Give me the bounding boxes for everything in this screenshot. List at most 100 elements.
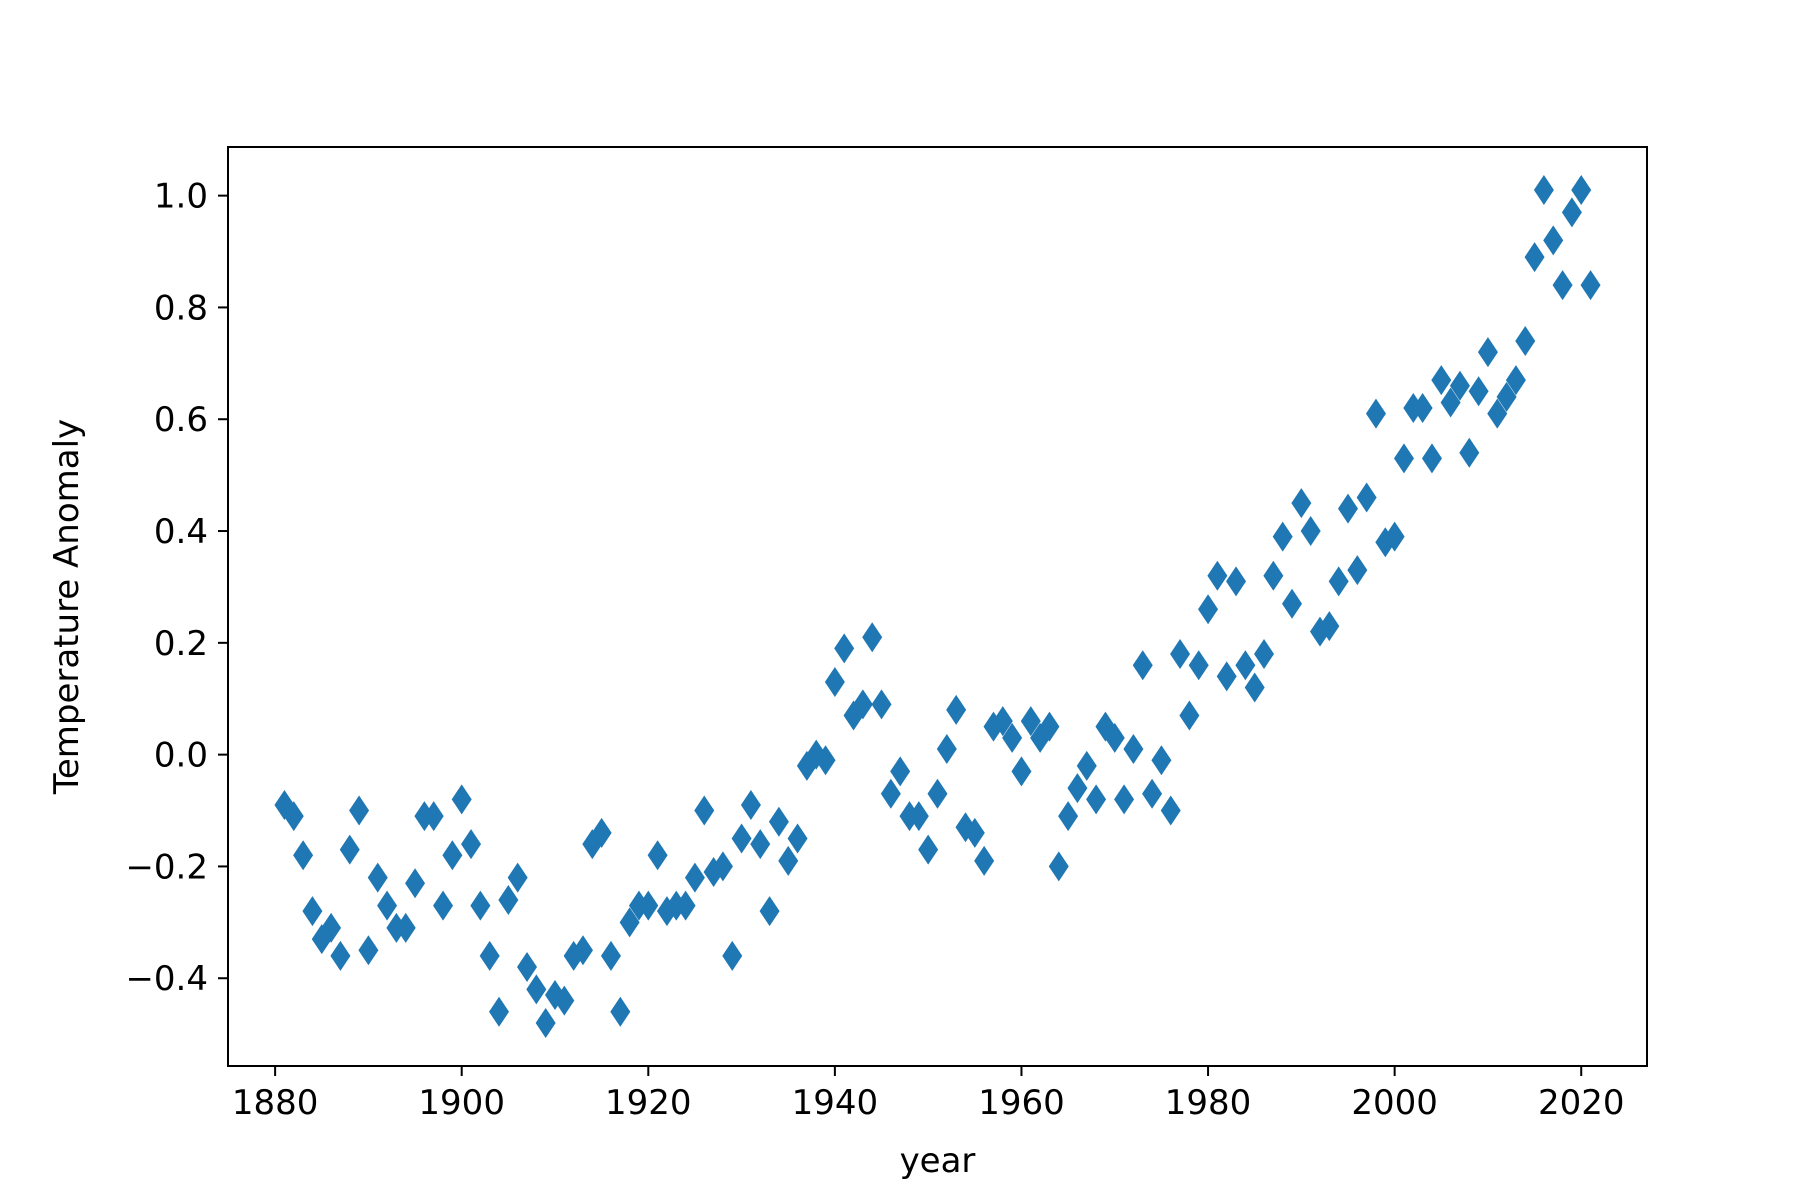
- data-point: [1188, 650, 1209, 681]
- data-point: [600, 940, 621, 971]
- data-point: [768, 806, 789, 837]
- data-point: [871, 689, 892, 720]
- y-tick-label: −0.4: [125, 959, 208, 999]
- data-point: [1058, 801, 1079, 832]
- data-point: [862, 622, 883, 653]
- x-tick-label: 1900: [418, 1083, 505, 1123]
- data-point: [638, 890, 659, 921]
- data-point: [1282, 588, 1303, 619]
- data-point: [1384, 521, 1405, 552]
- y-tick-label: 0.0: [154, 736, 208, 776]
- data-point: [1011, 756, 1032, 787]
- data-point: [1067, 773, 1088, 804]
- data-point: [1226, 566, 1247, 597]
- data-point: [1291, 488, 1312, 519]
- data-point: [787, 823, 808, 854]
- data-point: [358, 935, 379, 966]
- data-point: [1002, 722, 1023, 753]
- data-point: [647, 840, 668, 871]
- data-point: [433, 890, 454, 921]
- data-point: [712, 851, 733, 882]
- data-point: [1552, 270, 1573, 301]
- data-point: [1123, 734, 1144, 765]
- data-point: [1431, 365, 1452, 396]
- data-point: [1496, 381, 1517, 412]
- data-point: [293, 840, 314, 871]
- data-point: [1347, 555, 1368, 586]
- data-point: [1337, 493, 1358, 524]
- x-axis-label: year: [900, 1141, 976, 1181]
- data-point: [1300, 516, 1321, 547]
- data-point: [1086, 784, 1107, 815]
- data-point: [1533, 175, 1554, 206]
- data-point: [927, 778, 948, 809]
- data-point: [1020, 706, 1041, 737]
- data-point: [974, 845, 995, 876]
- x-tick-label: 2000: [1351, 1083, 1438, 1123]
- plot-frame: [227, 146, 1648, 1067]
- data-point: [395, 912, 416, 943]
- data-point: [554, 985, 575, 1016]
- x-tick-label: 2020: [1538, 1083, 1625, 1123]
- y-tick-label: 0.8: [154, 288, 208, 328]
- data-point: [349, 795, 370, 826]
- y-axis-ticks: −0.4 −0.2 0.0 0.2 0.4 0.6 0.8 1.0: [125, 177, 228, 999]
- data-point: [1198, 594, 1219, 625]
- data-point: [489, 996, 510, 1027]
- data-point: [330, 940, 351, 971]
- data-point: [498, 884, 519, 915]
- data-point: [1449, 370, 1470, 401]
- data-point: [722, 940, 743, 971]
- data-point: [1543, 225, 1564, 256]
- data-point: [535, 1007, 556, 1038]
- data-point: [918, 834, 939, 865]
- y-tick-label: −0.2: [125, 847, 208, 887]
- data-point: [908, 801, 929, 832]
- data-point: [675, 890, 696, 921]
- x-tick-label: 1880: [232, 1083, 319, 1123]
- data-point: [442, 840, 463, 871]
- data-point: [1487, 398, 1508, 429]
- data-markers: [274, 175, 1601, 1038]
- data-point: [479, 940, 500, 971]
- data-point: [852, 689, 873, 720]
- x-tick-label: 1980: [1165, 1083, 1252, 1123]
- data-point: [1207, 560, 1228, 591]
- data-point: [1319, 611, 1340, 642]
- x-tick-label: 1940: [792, 1083, 879, 1123]
- data-point: [759, 896, 780, 927]
- data-point: [834, 633, 855, 664]
- data-point: [1459, 437, 1480, 468]
- plot-area: [227, 146, 1648, 1067]
- data-point: [1179, 700, 1200, 731]
- y-tick-label: 0.2: [154, 624, 208, 664]
- data-point: [1151, 745, 1172, 776]
- data-point: [1580, 270, 1601, 301]
- data-point: [1328, 566, 1349, 597]
- data-point: [423, 801, 444, 832]
- data-point: [1160, 795, 1181, 826]
- data-point: [1216, 661, 1237, 692]
- data-point: [740, 789, 761, 820]
- data-point: [302, 896, 323, 927]
- data-point: [1515, 325, 1536, 356]
- data-point: [451, 784, 472, 815]
- data-point: [815, 745, 836, 776]
- data-point: [694, 795, 715, 826]
- data-point: [946, 694, 967, 725]
- data-point: [1561, 197, 1582, 228]
- data-point: [470, 890, 491, 921]
- data-point: [880, 778, 901, 809]
- data-point: [1114, 784, 1135, 815]
- data-point: [610, 996, 631, 1027]
- data-point: [283, 801, 304, 832]
- data-point: [461, 829, 482, 860]
- data-point: [750, 829, 771, 860]
- data-point: [517, 952, 538, 983]
- data-point: [1571, 175, 1592, 206]
- y-tick-label: 0.6: [154, 400, 208, 440]
- data-point: [778, 845, 799, 876]
- data-point: [1039, 711, 1060, 742]
- data-point: [824, 666, 845, 697]
